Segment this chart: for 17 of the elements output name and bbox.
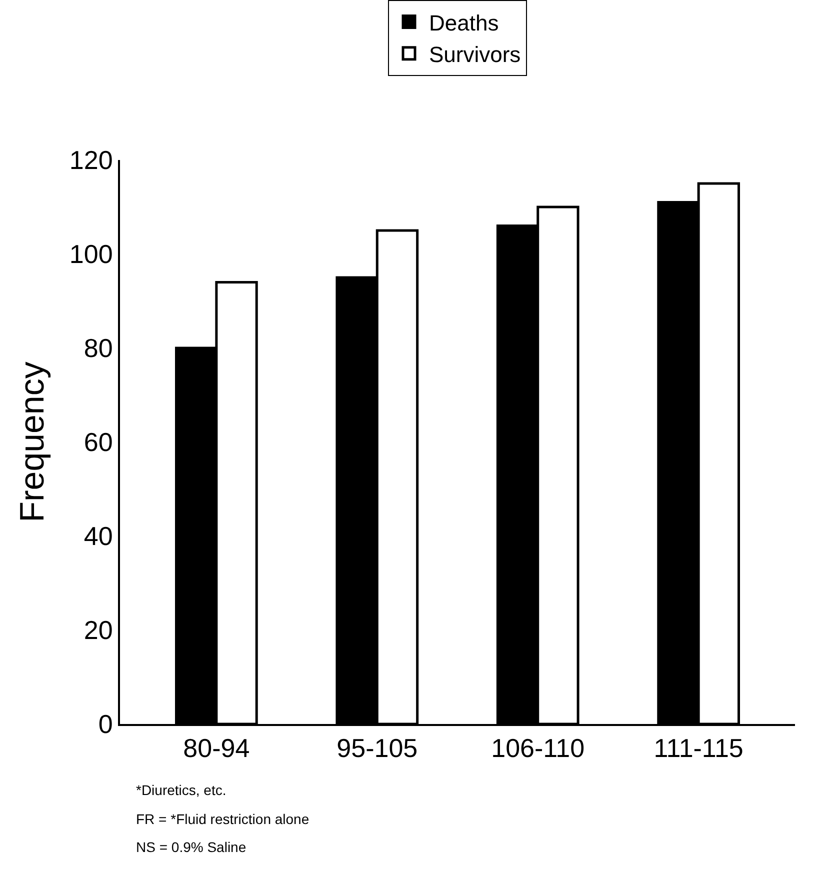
text: FR = *Fluid restriction alone <box>136 811 310 827</box>
y-axis-title: Frequency <box>14 362 52 522</box>
y-tick-label: 120 <box>69 145 113 176</box>
x-tick-label: 95-105 <box>336 733 418 764</box>
y-tick-label: 40 <box>84 521 113 552</box>
y-tick-label: 100 <box>69 239 113 270</box>
y-tick-label: 0 <box>98 709 113 740</box>
legend-label: Survivors <box>429 42 521 67</box>
y-tick-label: 60 <box>84 427 113 458</box>
x-tick-label: 80-94 <box>183 733 250 764</box>
text: *Diuretics, etc. <box>136 782 226 798</box>
x-tick-label: 111-115 <box>654 733 744 764</box>
x-tick-label: 106-110 <box>491 733 585 764</box>
y-tick-label: 20 <box>84 615 113 646</box>
y-tick-label: 80 <box>84 333 113 364</box>
text: NS = 0.9% Saline <box>136 839 246 855</box>
legend-label: Deaths <box>429 10 499 36</box>
